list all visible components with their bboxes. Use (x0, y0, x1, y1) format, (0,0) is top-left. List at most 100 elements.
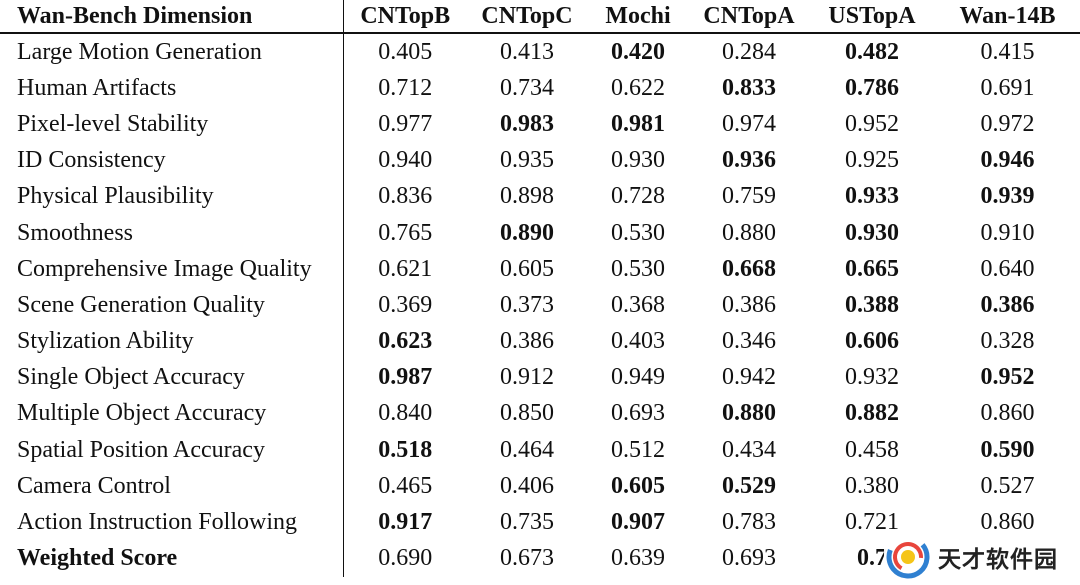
cell-ustopa: 0.388 (845, 291, 899, 318)
row-dimension: Human Artifacts (0, 70, 344, 107)
cell-cntopb: 0.405 (378, 38, 433, 65)
cell-cntopb: 0.690 (378, 545, 433, 572)
cell-mochi: 0.530 (611, 219, 665, 246)
cell-wan-14b: 0.415 (980, 38, 1035, 65)
cell-cntopc: 0.898 (500, 183, 554, 210)
swirl-logo-icon (886, 535, 930, 579)
cell-cntopa: 0.346 (722, 328, 776, 355)
cell-ustopa: 0.925 (845, 147, 899, 174)
cell-cntopb: 0.623 (378, 328, 433, 355)
cell-wan-14b: 0.640 (980, 255, 1035, 282)
cell-cntopa: 0.880 (722, 219, 776, 246)
cell-cntopa: 0.759 (722, 183, 776, 210)
cell-wan-14b: 0.527 (980, 472, 1035, 499)
cell-cntopc: 0.850 (500, 400, 554, 427)
cell-cntopb: 0.940 (378, 147, 433, 174)
cell-cntopa: 0.284 (722, 38, 776, 65)
cell-cntopa: 0.386 (722, 291, 776, 318)
table-row: Smoothness 0.765 0.890 0.530 0.880 0.930… (0, 214, 1080, 252)
cell-wan-14b: 0.972 (980, 110, 1035, 137)
cell-ustopa: 0.882 (845, 400, 899, 427)
cell-ustopa: 0.458 (845, 436, 899, 463)
cell-wan-14b: 0.860 (980, 400, 1035, 427)
cell-cntopc: 0.605 (500, 255, 554, 282)
cell-cntopb: 0.836 (378, 183, 433, 210)
row-dimension: Comprehensive Image Quality (0, 251, 344, 288)
row-dimension: Single Object Accuracy (0, 359, 344, 396)
row-dimension: Large Motion Generation (0, 33, 344, 71)
cell-ustopa: 0.606 (845, 328, 899, 355)
table-row: Camera Control 0.465 0.406 0.605 0.529 0… (0, 468, 1080, 505)
cell-mochi: 0.403 (611, 328, 665, 355)
row-dimension: Smoothness (0, 214, 344, 252)
cell-cntopc: 0.673 (500, 545, 554, 572)
cell-cntopc: 0.890 (500, 219, 554, 246)
row-dimension: Spatial Position Accuracy (0, 432, 344, 469)
cell-cntopa: 0.693 (722, 545, 776, 572)
cell-ustopa: 0.952 (845, 110, 899, 137)
cell-mochi: 0.728 (611, 183, 665, 210)
cell-mochi: 0.420 (611, 38, 665, 65)
cell-cntopc: 0.735 (500, 509, 554, 536)
cell-cntopb: 0.712 (378, 74, 433, 101)
table-row: Physical Plausibility 0.836 0.898 0.728 … (0, 178, 1080, 215)
cell-cntopc: 0.912 (500, 364, 554, 391)
cell-cntopa: 0.783 (722, 509, 776, 536)
row-dimension: Multiple Object Accuracy (0, 395, 344, 433)
cell-wan-14b: 0.952 (980, 364, 1035, 391)
table-header: Wan-Bench Dimension CNTopB CNTopC Mochi … (0, 0, 1080, 34)
cell-ustopa: 0.380 (845, 472, 899, 499)
cell-ustopa: 0.665 (845, 255, 899, 282)
cell-cntopa: 0.434 (722, 436, 776, 463)
cell-cntopb: 0.465 (378, 472, 433, 499)
cell-cntopb: 0.621 (378, 255, 433, 282)
cell-cntopc: 0.413 (500, 38, 554, 65)
cell-cntopc: 0.406 (500, 472, 554, 499)
cell-mochi: 0.368 (611, 291, 665, 318)
cell-cntopa: 0.529 (722, 472, 776, 499)
table-row: Pixel-level Stability 0.977 0.983 0.981 … (0, 106, 1080, 143)
cell-mochi: 0.512 (611, 436, 665, 463)
table-row: Large Motion Generation 0.405 0.413 0.42… (0, 33, 1080, 71)
header-dimension: Wan-Bench Dimension (0, 0, 344, 34)
header-ustopa: USTopA (809, 0, 935, 34)
cell-cntopa: 0.668 (722, 255, 776, 282)
table-row: Spatial Position Accuracy 0.518 0.464 0.… (0, 432, 1080, 469)
cell-mochi: 0.907 (611, 509, 665, 536)
cell-ustopa: 0.786 (845, 74, 899, 101)
table-row: Multiple Object Accuracy 0.840 0.850 0.6… (0, 395, 1080, 433)
cell-mochi: 0.639 (611, 545, 665, 572)
header-mochi: Mochi (587, 0, 689, 34)
cell-wan-14b: 0.590 (980, 436, 1035, 463)
table-row: Scene Generation Quality 0.369 0.373 0.3… (0, 287, 1080, 324)
header-cntopc: CNTopC (467, 0, 587, 34)
cell-mochi: 0.605 (611, 472, 665, 499)
cell-cntopb: 0.369 (378, 291, 433, 318)
cell-cntopb: 0.765 (378, 219, 433, 246)
table-body: Large Motion Generation 0.405 0.413 0.42… (0, 33, 1080, 577)
cell-cntopa: 0.974 (722, 110, 776, 137)
cell-cntopa: 0.942 (722, 364, 776, 391)
cell-wan-14b: 0.946 (980, 147, 1035, 174)
cell-mochi: 0.949 (611, 364, 665, 391)
table-row: ID Consistency 0.940 0.935 0.930 0.936 0… (0, 142, 1080, 179)
row-dimension: Action Instruction Following (0, 504, 344, 541)
watermark-text: 天才软件园 (938, 547, 1058, 573)
header-cntopa: CNTopA (689, 0, 809, 34)
row-dimension: Scene Generation Quality (0, 287, 344, 324)
cell-cntopc: 0.386 (500, 328, 554, 355)
cell-cntopc: 0.935 (500, 147, 554, 174)
cell-cntopb: 0.518 (378, 436, 433, 463)
cell-cntopa: 0.880 (722, 400, 776, 427)
cell-ustopa: 0.933 (845, 183, 899, 210)
cell-cntopc: 0.464 (500, 436, 554, 463)
cell-cntopa: 0.833 (722, 74, 776, 101)
table-row: Stylization Ability 0.623 0.386 0.403 0.… (0, 323, 1080, 360)
table-row: Action Instruction Following 0.917 0.735… (0, 504, 1080, 541)
row-dimension: Pixel-level Stability (0, 106, 344, 143)
cell-cntopc: 0.734 (500, 74, 554, 101)
cell-ustopa: 0.721 (845, 509, 899, 536)
row-dimension: Stylization Ability (0, 323, 344, 360)
table-row: Single Object Accuracy 0.987 0.912 0.949… (0, 359, 1080, 396)
header-cntopb: CNTopB (343, 0, 467, 34)
